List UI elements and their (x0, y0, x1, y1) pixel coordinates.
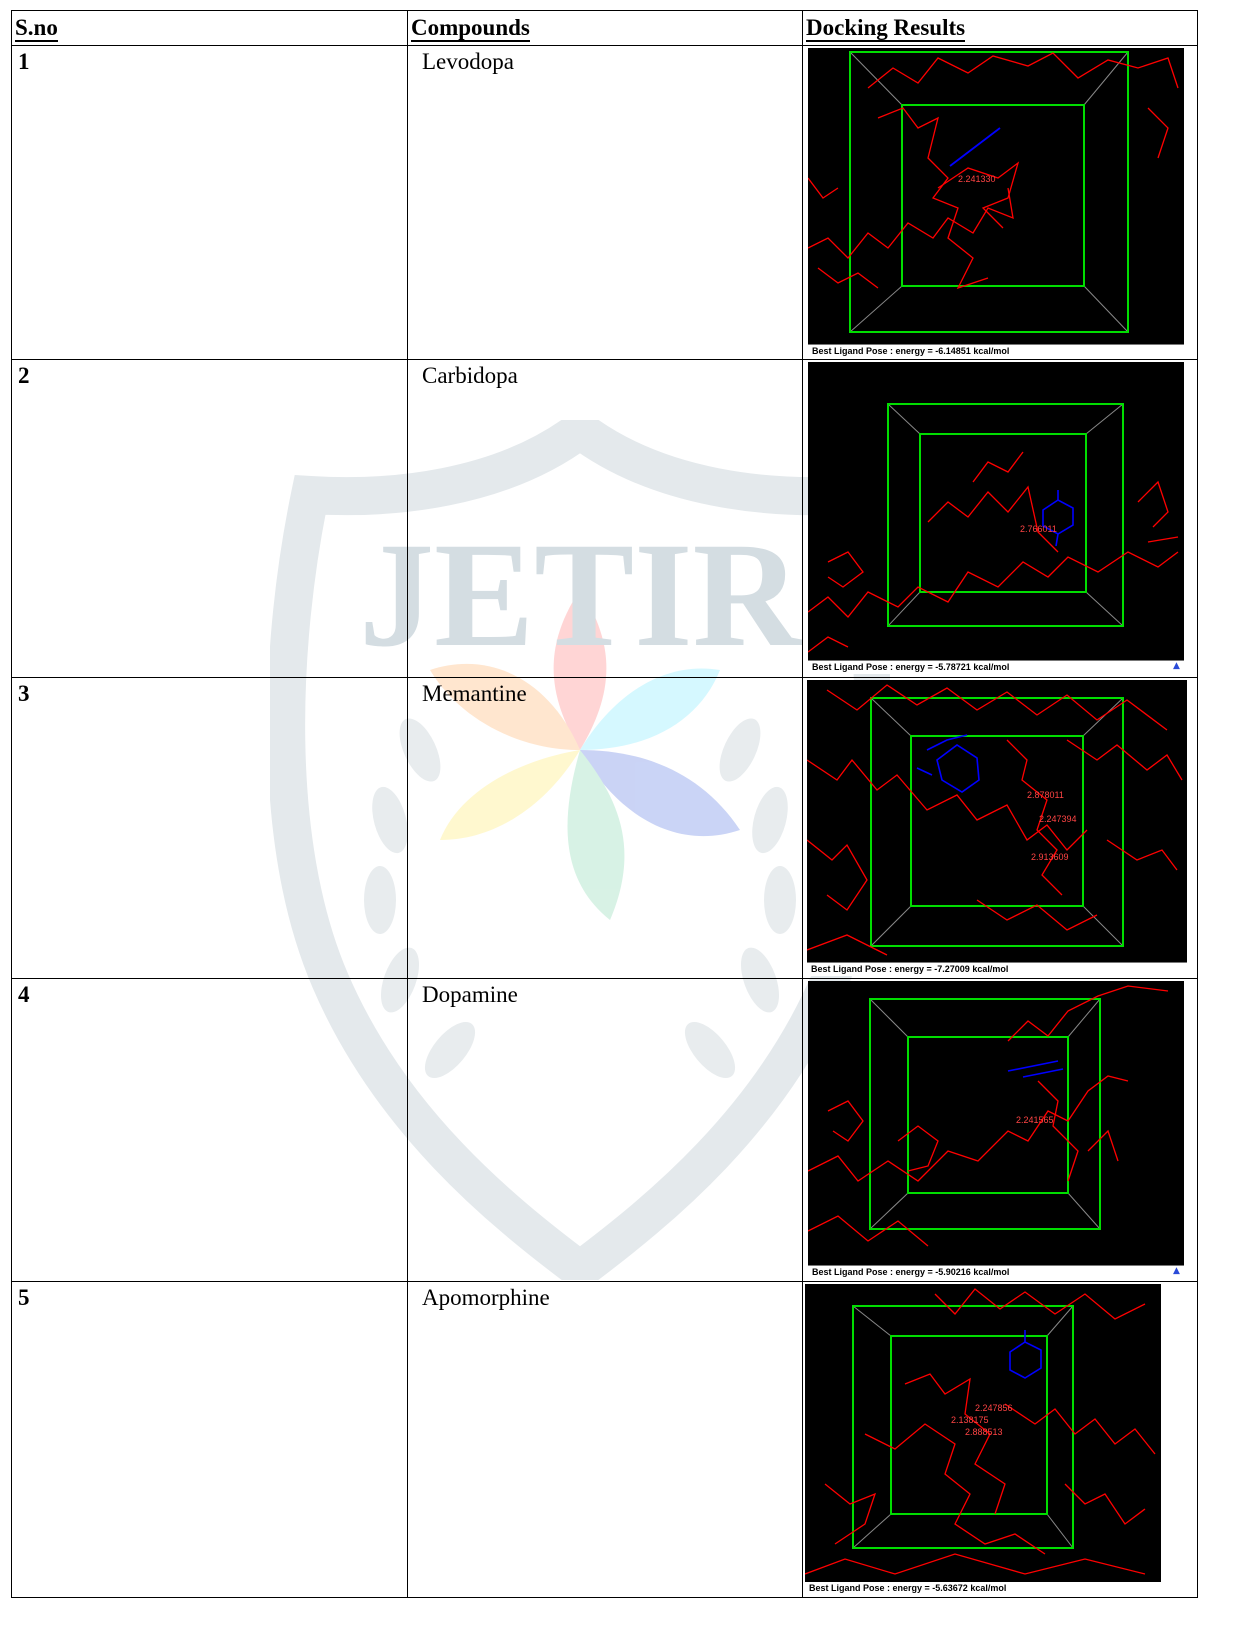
row-sno: 2 (11, 359, 408, 678)
table-row: 4 Dopamine (11, 978, 1198, 1282)
docking-pose-image: 2.766011 (808, 362, 1184, 660)
docking-pose-image: 2.241330 (808, 48, 1184, 344)
table-row: 1 Levodopa (11, 45, 1198, 360)
docking-image-cell: 2.766011 Best Ligand Pose : energy = -5.… (802, 359, 1198, 678)
row-sno: 3 (11, 677, 408, 979)
distance-label: 2.241330 (958, 174, 996, 184)
distance-label: 2.878011 (1027, 790, 1064, 800)
table-row: 5 Apomorphine (11, 1281, 1198, 1598)
distance-label: 2.888513 (965, 1427, 1003, 1437)
row-compound: Levodopa (407, 45, 803, 360)
docking-results-table: S.no Compounds Docking Results 1 Levodop… (11, 10, 1198, 1598)
docking-pose-image: 2.241565 (808, 981, 1184, 1265)
header-row: S.no Compounds Docking Results (11, 10, 1198, 46)
distance-label: 2.247856 (975, 1403, 1013, 1413)
docking-image-cell: 2.247856 2.138175 2.888513 Best Ligand P… (802, 1281, 1198, 1598)
row-compound: Dopamine (407, 978, 803, 1282)
row-sno: 5 (11, 1281, 408, 1598)
scroll-up-icon[interactable]: ▲ (1173, 1266, 1180, 1276)
header-compounds: Compounds (407, 10, 803, 46)
table-row: 2 Carbidopa (11, 359, 1198, 678)
row-compound: Memantine (407, 677, 803, 979)
distance-label: 2.766011 (1020, 524, 1057, 534)
row-sno: 1 (11, 45, 408, 360)
header-docking-results: Docking Results (802, 10, 1198, 46)
docking-pose-image: 2.247856 2.138175 2.888513 (805, 1284, 1161, 1582)
header-sno: S.no (11, 10, 408, 46)
row-compound: Apomorphine (407, 1281, 803, 1598)
energy-caption: Best Ligand Pose : energy = -5.78721 kca… (808, 660, 1184, 674)
docking-image-cell: 2.878011 2.247394 2.913609 Best Ligand P… (802, 677, 1198, 979)
distance-label: 2.913609 (1031, 852, 1069, 862)
docking-image-cell: 2.241565 Best Ligand Pose : energy = -5.… (802, 978, 1198, 1282)
table-row: 3 Memantine (11, 677, 1198, 979)
row-sno: 4 (11, 978, 408, 1282)
scroll-up-icon[interactable]: ▲ (1173, 661, 1180, 671)
docking-image-cell: 2.241330 Best Ligand Pose : energy = -6.… (802, 45, 1198, 360)
energy-caption: Best Ligand Pose : energy = -5.90216 kca… (808, 1265, 1184, 1279)
docking-pose-image: 2.878011 2.247394 2.913609 (807, 680, 1187, 962)
distance-label: 2.138175 (951, 1415, 989, 1425)
row-compound: Carbidopa (407, 359, 803, 678)
distance-label: 2.241565 (1016, 1115, 1054, 1125)
energy-caption: Best Ligand Pose : energy = -7.27009 kca… (807, 962, 1187, 976)
distance-label: 2.247394 (1039, 814, 1077, 824)
energy-caption: Best Ligand Pose : energy = -6.14851 kca… (808, 344, 1184, 358)
energy-caption: Best Ligand Pose : energy = -5.63672 kca… (805, 1582, 1161, 1596)
